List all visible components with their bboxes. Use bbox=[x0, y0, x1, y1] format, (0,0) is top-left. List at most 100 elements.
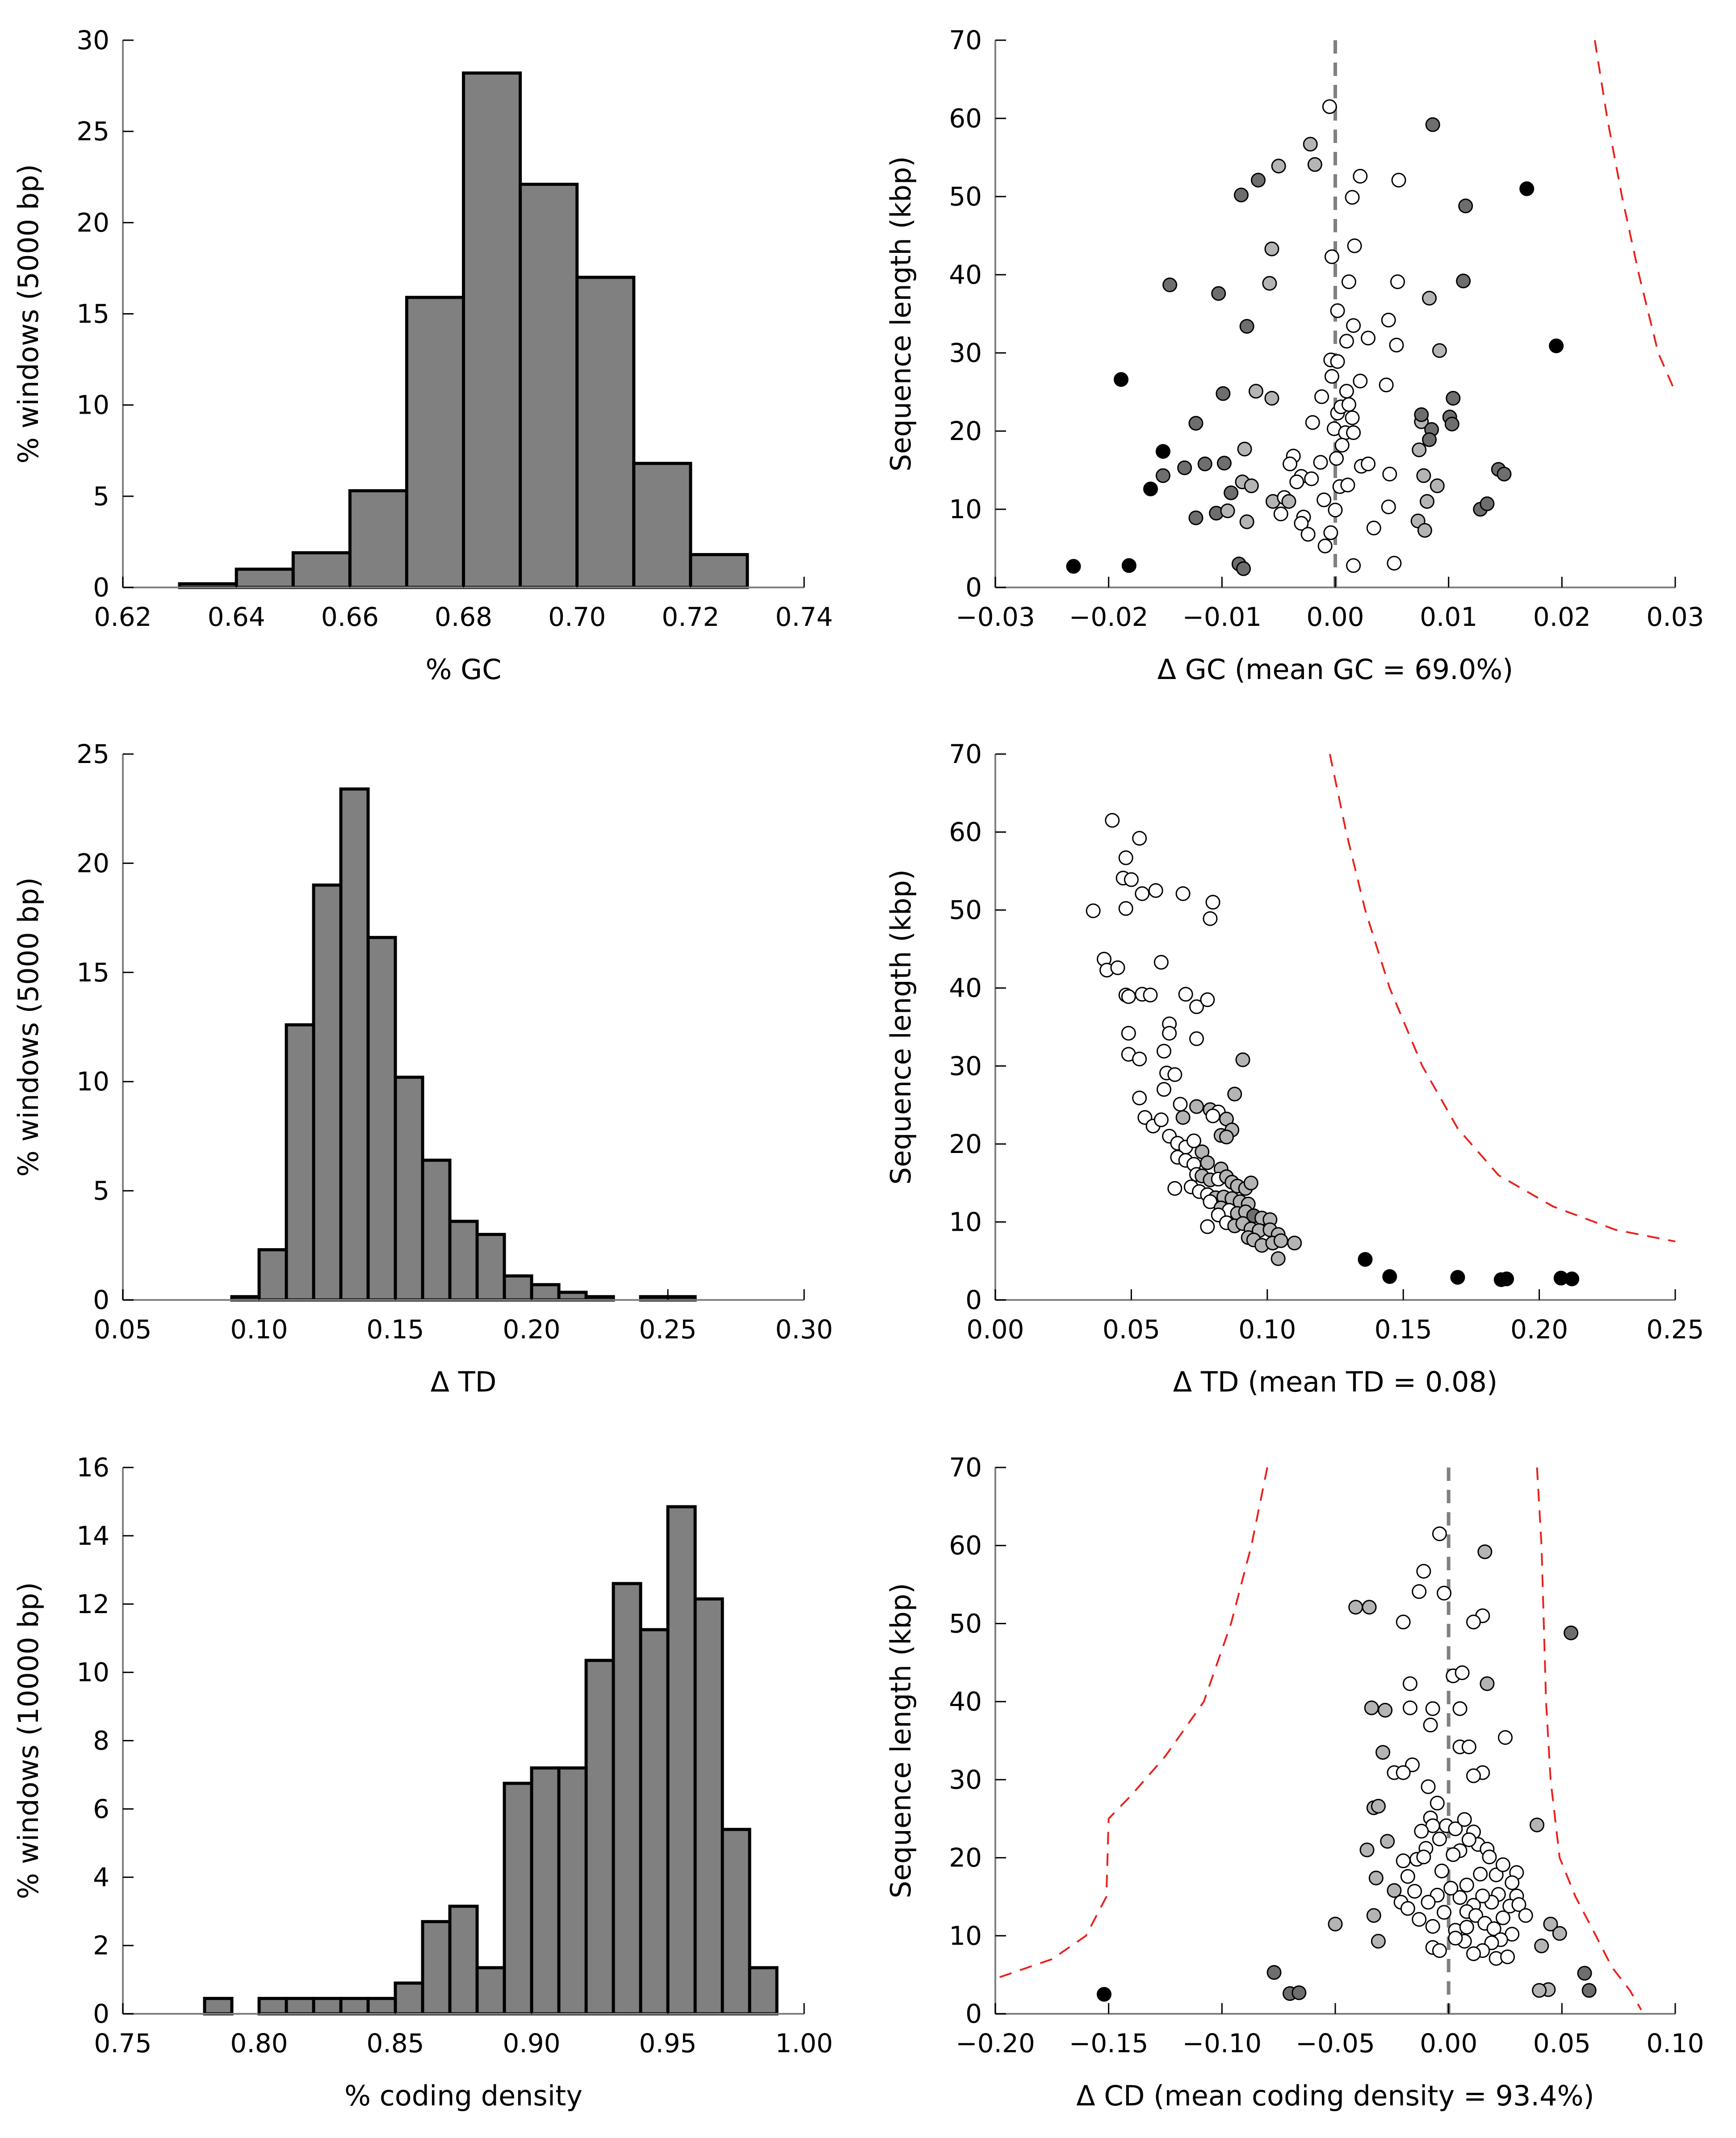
scatter-point bbox=[1381, 499, 1396, 515]
scatter-point bbox=[1211, 286, 1226, 301]
x-tick-label: 0.15 bbox=[366, 1314, 424, 1345]
y-tick-label: 60 bbox=[949, 103, 982, 134]
scatter-point bbox=[1437, 1905, 1452, 1920]
scatter-point bbox=[1480, 496, 1495, 511]
scatter-point bbox=[1178, 987, 1193, 1002]
scatter-point bbox=[1416, 1849, 1431, 1865]
histogram-bar bbox=[632, 461, 692, 589]
x-tick-label: 0.05 bbox=[94, 1314, 151, 1345]
y-tick-label: 4 bbox=[93, 1862, 109, 1892]
scatter-point bbox=[1477, 1544, 1493, 1559]
scatter-point bbox=[1432, 1526, 1447, 1542]
scatter-point bbox=[1375, 1745, 1391, 1760]
histogram-bar bbox=[421, 1920, 452, 2016]
scatter-point bbox=[1345, 190, 1360, 205]
scatter-point bbox=[1534, 1938, 1549, 1954]
scatter-point bbox=[1266, 1965, 1282, 1980]
scatter-point bbox=[1497, 466, 1512, 482]
scatter-point bbox=[1432, 343, 1447, 358]
histogram-bar bbox=[557, 1291, 588, 1302]
histogram-bar bbox=[748, 1966, 779, 2016]
scatter-point bbox=[1097, 1987, 1112, 2002]
scatter-point bbox=[1216, 456, 1232, 471]
histogram-bar bbox=[394, 1075, 424, 1302]
x-tick-label: 0.66 bbox=[321, 602, 379, 632]
scatter-point bbox=[1287, 1236, 1302, 1251]
scatter-point bbox=[1358, 1252, 1373, 1267]
scatter-point bbox=[1118, 850, 1133, 865]
scatter-point bbox=[1466, 1614, 1481, 1630]
y-tick-label: 0 bbox=[965, 1999, 982, 2029]
scatter-point bbox=[1543, 1916, 1558, 1932]
scatter-point bbox=[1304, 471, 1319, 486]
scatter-point bbox=[1414, 1824, 1429, 1839]
x-tick-label: 0.01 bbox=[1420, 602, 1477, 632]
scatter-point bbox=[1175, 1110, 1191, 1125]
histogram-bar bbox=[203, 1997, 234, 2016]
histogram-bar bbox=[235, 567, 295, 589]
scatter-point bbox=[1235, 1052, 1250, 1067]
scatter-point bbox=[1581, 1983, 1597, 1998]
scatter-point bbox=[1348, 1600, 1363, 1615]
scatter-point bbox=[1402, 1676, 1417, 1691]
scatter-point bbox=[1317, 538, 1333, 553]
y-tick-label: 10 bbox=[949, 1920, 982, 1951]
scatter-point bbox=[1200, 992, 1215, 1007]
scatter-point bbox=[1132, 1052, 1147, 1067]
scatter-point bbox=[1432, 1832, 1447, 1847]
scatter-point bbox=[1177, 460, 1192, 475]
scatter-point bbox=[1382, 466, 1397, 482]
scatter-point bbox=[1162, 277, 1178, 293]
y-tick-label: 50 bbox=[949, 1608, 982, 1639]
x-axis-label: Δ CD (mean coding density = 93.4%) bbox=[1076, 2079, 1594, 2112]
histogram-bar bbox=[557, 1766, 588, 2016]
scatter-point bbox=[1347, 238, 1362, 253]
y-tick-label: 25 bbox=[76, 116, 109, 147]
scatter-point bbox=[1273, 507, 1288, 521]
scatter-point bbox=[1412, 1912, 1427, 1927]
y-tick-label: 30 bbox=[76, 25, 109, 55]
scatter-point bbox=[1330, 303, 1345, 318]
scatter-point bbox=[1530, 1817, 1545, 1832]
scatter-point bbox=[1416, 1564, 1431, 1579]
scatter-point bbox=[1328, 1916, 1343, 1932]
scatter-point bbox=[1425, 1701, 1440, 1716]
scatter-point bbox=[1450, 1270, 1465, 1285]
scatter-point bbox=[1500, 1949, 1515, 1964]
scatter-point bbox=[1244, 478, 1259, 493]
x-tick-label: −0.20 bbox=[956, 2028, 1035, 2058]
x-tick-label: 0.25 bbox=[1646, 1314, 1704, 1345]
scatter-point bbox=[1317, 492, 1332, 507]
x-tick-label: 0.75 bbox=[94, 2028, 151, 2058]
scatter-point bbox=[1414, 407, 1429, 422]
histogram-bar bbox=[666, 1505, 697, 2016]
y-tick-label: 20 bbox=[76, 848, 109, 878]
scatter-point bbox=[1466, 1768, 1481, 1783]
y-tick-label: 25 bbox=[76, 739, 109, 769]
scatter-point bbox=[1486, 1921, 1501, 1937]
scatter-point bbox=[1564, 1271, 1580, 1287]
scatter-point bbox=[1362, 1600, 1377, 1615]
scatter-point bbox=[1203, 911, 1218, 926]
scatter-point bbox=[1239, 319, 1254, 334]
scatter-point bbox=[1271, 159, 1286, 174]
scatter-point bbox=[1289, 474, 1304, 490]
scatter-point bbox=[1313, 455, 1328, 470]
scatter-point bbox=[1359, 1842, 1375, 1857]
scatter-point bbox=[1371, 1798, 1386, 1814]
scatter-point bbox=[1248, 384, 1263, 399]
panel-td-scatter: 0.00 0.05 0.10 0.15 0.20 0.25 0 10 20 30 40 50 60 70 Δ… bbox=[885, 739, 1704, 1398]
scatter-point bbox=[1400, 1869, 1415, 1884]
scatter-point bbox=[1156, 1082, 1171, 1097]
y-tick-label: 20 bbox=[949, 1843, 982, 1873]
scatter-point bbox=[1339, 334, 1354, 349]
x-tick-label: 1.00 bbox=[775, 2028, 833, 2058]
y-tick-label: 5 bbox=[93, 481, 109, 511]
scatter-point bbox=[1323, 525, 1338, 540]
scatter-point bbox=[1324, 369, 1339, 384]
scatter-point bbox=[1303, 137, 1318, 152]
scatter-point bbox=[1328, 503, 1343, 518]
scatter-point bbox=[1121, 989, 1136, 1004]
histogram-bar bbox=[257, 1248, 288, 1302]
x-axis-label: % GC bbox=[426, 653, 502, 686]
